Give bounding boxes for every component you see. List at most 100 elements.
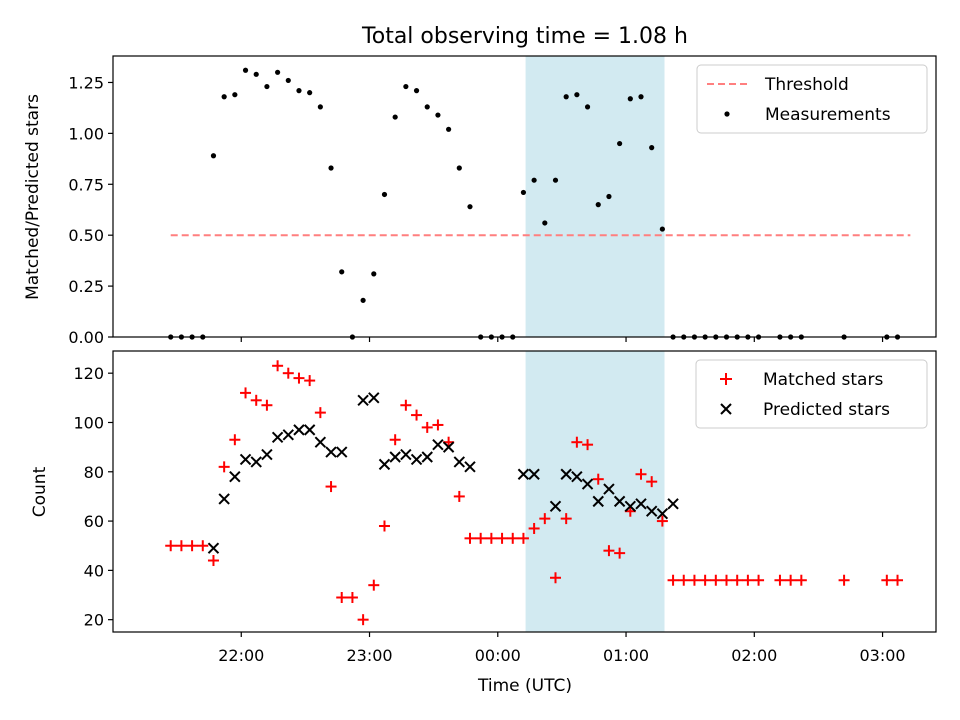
measurement-point bbox=[232, 92, 238, 98]
matched-star-point bbox=[731, 574, 743, 586]
matched-star-point bbox=[464, 532, 476, 544]
predicted-star-point bbox=[368, 392, 380, 404]
bottom-axes-frame bbox=[112, 350, 937, 633]
measurement-point bbox=[552, 177, 559, 183]
measurement-point bbox=[520, 189, 527, 196]
top-ytick-label: 1.25 bbox=[68, 73, 104, 92]
matched-star-point bbox=[892, 574, 904, 586]
matched-star-point bbox=[881, 574, 893, 586]
matched-star-point bbox=[272, 360, 284, 372]
matched-star-point bbox=[582, 439, 594, 451]
top-legend-box bbox=[696, 64, 928, 134]
matched-star-point bbox=[475, 532, 487, 544]
matched-star-point bbox=[646, 476, 658, 488]
measurement-point bbox=[638, 94, 644, 100]
measurement-point bbox=[296, 88, 302, 94]
predicted-star-point bbox=[453, 456, 466, 468]
measurement-point bbox=[339, 269, 345, 275]
bottom-xtick-label: 02:00 bbox=[731, 646, 777, 665]
measurement-point bbox=[242, 67, 249, 73]
matched-star-point bbox=[539, 513, 551, 525]
top-ytick-label: 0.25 bbox=[68, 277, 104, 296]
matched-star-point bbox=[304, 375, 316, 387]
predicted-star-point bbox=[421, 451, 433, 463]
predicted-star-point bbox=[303, 424, 316, 436]
matched-star-point bbox=[229, 434, 241, 446]
measurement-point bbox=[285, 77, 291, 84]
matched-star-point bbox=[261, 399, 273, 411]
bottom-legend: Matched stars Predicted stars bbox=[695, 359, 928, 429]
predicted-star-point bbox=[613, 495, 626, 508]
measurement-point bbox=[584, 104, 591, 110]
predicted-star-point bbox=[464, 461, 476, 473]
matched-star-point bbox=[314, 407, 326, 419]
predicted-star-point bbox=[442, 441, 455, 453]
top-observing-window bbox=[525, 56, 665, 337]
measurements-series bbox=[168, 67, 901, 340]
predicted-star-point bbox=[378, 458, 391, 471]
matched-star-point bbox=[357, 614, 369, 626]
measurement-point bbox=[659, 226, 665, 232]
measurement-point bbox=[563, 94, 569, 100]
predicted-star-point bbox=[250, 456, 262, 468]
measurement-point bbox=[574, 92, 580, 98]
matched-stars-series bbox=[165, 360, 904, 626]
measurement-point bbox=[264, 83, 270, 90]
measurement-point bbox=[467, 204, 473, 210]
predicted-star-point bbox=[282, 429, 294, 441]
bottom-xtick-label: 03:00 bbox=[860, 646, 906, 665]
matched-star-point bbox=[378, 520, 390, 532]
predicted-star-point bbox=[400, 448, 412, 461]
matched-star-point bbox=[785, 574, 797, 586]
bottom-ytick-label: 100 bbox=[73, 413, 104, 432]
top-axes-frame bbox=[112, 55, 937, 338]
measurement-point bbox=[456, 165, 462, 171]
measurement-point bbox=[424, 104, 430, 110]
predicted-stars-series bbox=[207, 392, 679, 554]
matched-star-point bbox=[603, 545, 615, 557]
legend-measurements-label: Measurements bbox=[765, 105, 891, 125]
top-ytick-label: 1.00 bbox=[68, 124, 104, 143]
matched-star-point bbox=[411, 409, 423, 421]
legend-matched-swatch bbox=[720, 373, 732, 385]
bottom-x-axis-label: Time (UTC) bbox=[477, 676, 572, 696]
predicted-star-point bbox=[560, 468, 572, 480]
matched-star-point bbox=[678, 574, 690, 586]
matched-star-point bbox=[421, 421, 433, 433]
predicted-star-point bbox=[218, 493, 230, 505]
measurement-point bbox=[649, 145, 655, 151]
matched-star-point bbox=[549, 572, 561, 584]
matched-star-point bbox=[325, 481, 337, 493]
measurement-point bbox=[403, 83, 409, 90]
legend-predicted-swatch bbox=[720, 403, 732, 415]
bottom-ytick-label: 60 bbox=[84, 512, 104, 531]
top-y-axis-label: Matched/Predicted stars bbox=[23, 94, 43, 300]
matched-star-point bbox=[496, 532, 508, 544]
predicted-star-point bbox=[239, 453, 252, 466]
matched-star-point bbox=[699, 574, 711, 586]
measurement-point bbox=[435, 112, 441, 118]
measurement-point bbox=[446, 126, 452, 132]
matched-star-point bbox=[389, 434, 401, 446]
matched-star-point bbox=[688, 574, 700, 586]
matched-star-point bbox=[795, 574, 807, 586]
top-ytick-label: 0.75 bbox=[68, 175, 104, 194]
bottom-panel: 20 40 60 80 100 120 22:00 23:00 00:00 01:00 02:00… bbox=[30, 350, 937, 696]
top-x-ticks bbox=[240, 337, 884, 342]
matched-star-point bbox=[432, 419, 444, 431]
measurement-point bbox=[328, 165, 334, 171]
measurement-point bbox=[627, 96, 633, 102]
measurement-point bbox=[531, 177, 537, 183]
legend-measurements-swatch bbox=[724, 111, 730, 117]
measurement-point bbox=[617, 140, 623, 147]
bottom-ytick-label: 20 bbox=[84, 611, 104, 630]
bottom-ytick-label: 40 bbox=[84, 561, 104, 580]
matched-star-point bbox=[656, 515, 668, 527]
predicted-star-point bbox=[645, 505, 658, 517]
top-ytick-label: 0.50 bbox=[68, 226, 104, 245]
matched-star-point bbox=[400, 399, 412, 411]
top-panel: 0.00 0.25 0.50 0.75 1.00 1.25 Matched/Predict… bbox=[23, 55, 937, 347]
predicted-star-point bbox=[603, 483, 615, 495]
top-y-ticks: 0.00 0.25 0.50 0.75 1.00 1.25 bbox=[68, 73, 113, 347]
measurement-point bbox=[392, 114, 398, 120]
